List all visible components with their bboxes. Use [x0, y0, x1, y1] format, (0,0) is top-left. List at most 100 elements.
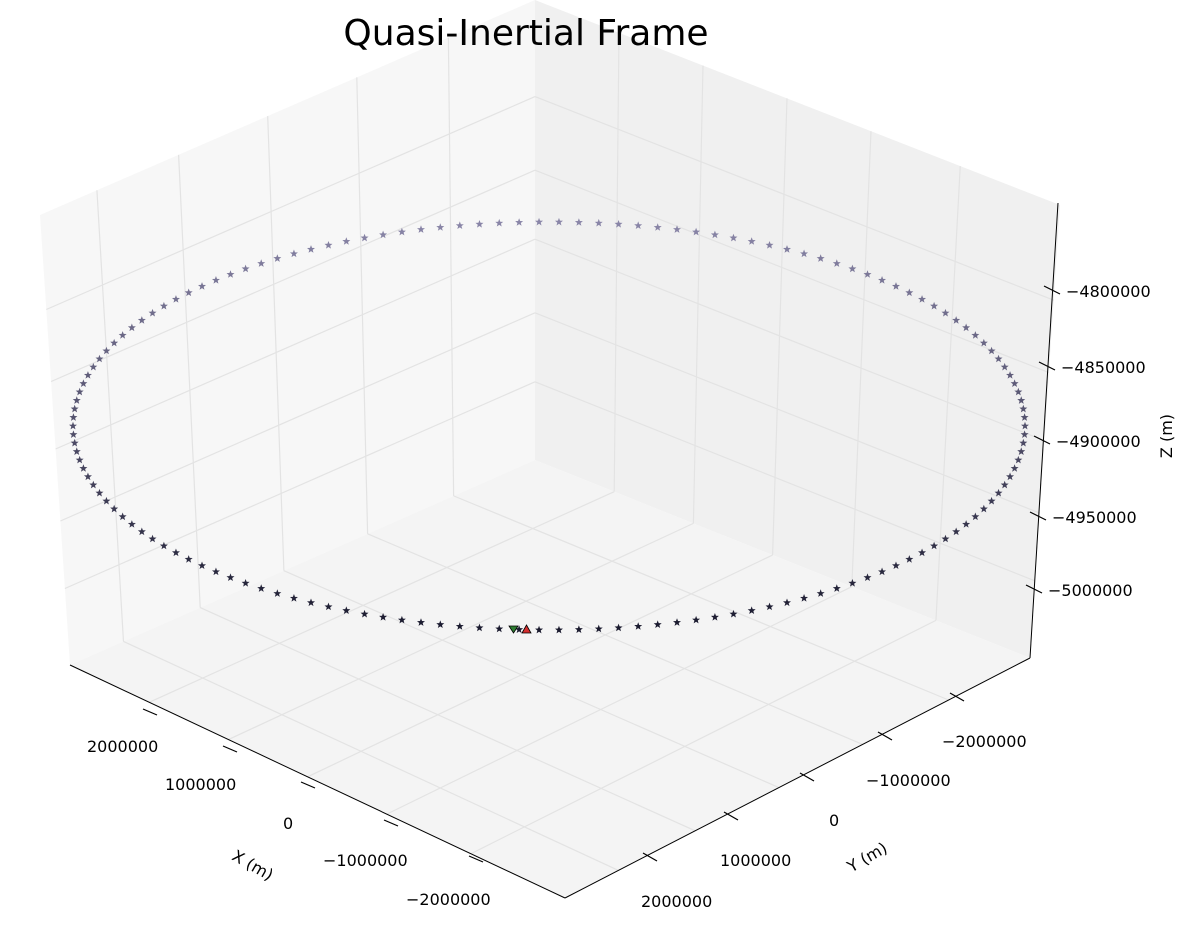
x-axis-label: X (m) [229, 846, 277, 885]
orbit-point [455, 221, 464, 230]
orbit-point [941, 308, 950, 317]
orbit-point [594, 218, 603, 227]
grid-line-left-horizontal [50, 169, 536, 383]
orbit-point [1000, 362, 1009, 371]
orbit-point [198, 282, 207, 290]
grid-line-right-vertical [613, 32, 620, 492]
orbit-point [324, 241, 333, 249]
orbit-point [72, 447, 81, 455]
orbit-point [941, 534, 950, 543]
orbit-point [574, 625, 583, 633]
orbit-point [710, 613, 719, 621]
grid-line-right-horizontal [534, 169, 1050, 374]
x-tick-label: 0 [283, 814, 293, 833]
orbit-point [515, 625, 524, 633]
orbit-point [832, 259, 841, 267]
orbit-point [848, 264, 857, 273]
y-tick-label: 0 [829, 811, 839, 830]
orbit-point [783, 245, 791, 253]
orbit-point [554, 625, 563, 634]
orbit-point [475, 219, 484, 228]
orbit-point [918, 548, 927, 557]
grid-line-right-horizontal [534, 238, 1045, 442]
orbit-point [171, 295, 180, 303]
orbit-point [747, 606, 756, 614]
z-tick-mark [1025, 584, 1043, 594]
orbit-point [614, 219, 623, 228]
orbit-point [83, 472, 92, 481]
orbit-point [1017, 396, 1026, 404]
orbit-point [878, 276, 887, 284]
orbit-point [417, 225, 425, 233]
x-tick-mark [222, 745, 238, 753]
orbit-point [729, 609, 738, 618]
orbit-point [307, 598, 315, 607]
x-tick-label: 1000000 [165, 775, 236, 794]
x-tick-label: 2000000 [87, 737, 158, 756]
grid-line-right-horizontal [534, 312, 1040, 514]
orbit-point [379, 230, 388, 239]
y-tick-mark [723, 811, 739, 821]
orbit-point [554, 217, 563, 226]
z-axis-line [1029, 202, 1059, 659]
orbit-point [118, 512, 127, 521]
orbit-point [832, 584, 841, 592]
orbit-point [1006, 472, 1015, 481]
grid-line-floor-x [367, 533, 863, 745]
orbit-point [747, 237, 756, 245]
axes: 2000000 1000000 0 −1000000 −2000000 −2000000 −… [69, 202, 1151, 911]
orbit-point [1010, 464, 1019, 472]
orbit-point [800, 594, 809, 602]
orbit-point [971, 331, 980, 339]
orbit-point [83, 371, 92, 379]
y-tick-label: 1000000 [720, 851, 791, 870]
grid-lines [46, 32, 1054, 871]
x-tick-mark [300, 781, 316, 789]
orbit-point [342, 237, 351, 245]
z-tick-mark [1043, 285, 1061, 295]
y-tick-mark [949, 692, 965, 702]
orbit-point [816, 589, 825, 597]
orbit-point [594, 624, 603, 633]
orbit-point [905, 555, 914, 563]
orbit-point [962, 520, 971, 528]
orbit-point [148, 308, 157, 317]
y-tick-mark [877, 731, 893, 741]
orbit-point [987, 496, 996, 505]
start-end-markers [508, 624, 532, 634]
orbit-point [226, 573, 235, 581]
orbit-point [495, 624, 504, 633]
orbit-point [241, 264, 250, 273]
orbit-point [495, 218, 504, 227]
z-tick-label: −4850000 [1061, 358, 1146, 377]
orbit-point [72, 396, 81, 404]
grid-line-left-horizontal [46, 96, 536, 311]
orbit-point [226, 270, 235, 278]
orbit-point [1021, 421, 1029, 430]
grid-line-floor-y [307, 554, 773, 778]
orbit-point [79, 464, 88, 472]
grid-line-floor-x [453, 495, 949, 701]
orbit-point [257, 584, 266, 592]
z-tick-mark [1033, 435, 1051, 445]
orbit-point [137, 316, 146, 324]
orbit-point [878, 567, 887, 576]
orbit-point [962, 323, 971, 332]
orbit-point [891, 282, 900, 290]
z-tick-label: −4800000 [1066, 282, 1151, 301]
grid-line-floor-y [386, 586, 853, 815]
orbit-point [397, 615, 406, 624]
y-tick-label: 2000000 [641, 892, 712, 911]
floor-pane [70, 460, 1030, 898]
orbit-point [159, 541, 168, 550]
orbit-point [952, 527, 961, 536]
orbit-point [211, 276, 220, 284]
orbit-point [307, 245, 315, 253]
orbit-point [1019, 438, 1028, 447]
z-tick-mark [1029, 511, 1047, 521]
y-axis-line [564, 657, 1031, 899]
grid-line-right-horizontal [534, 381, 1036, 582]
orbit-point [70, 438, 79, 447]
orbit-point [634, 622, 643, 630]
